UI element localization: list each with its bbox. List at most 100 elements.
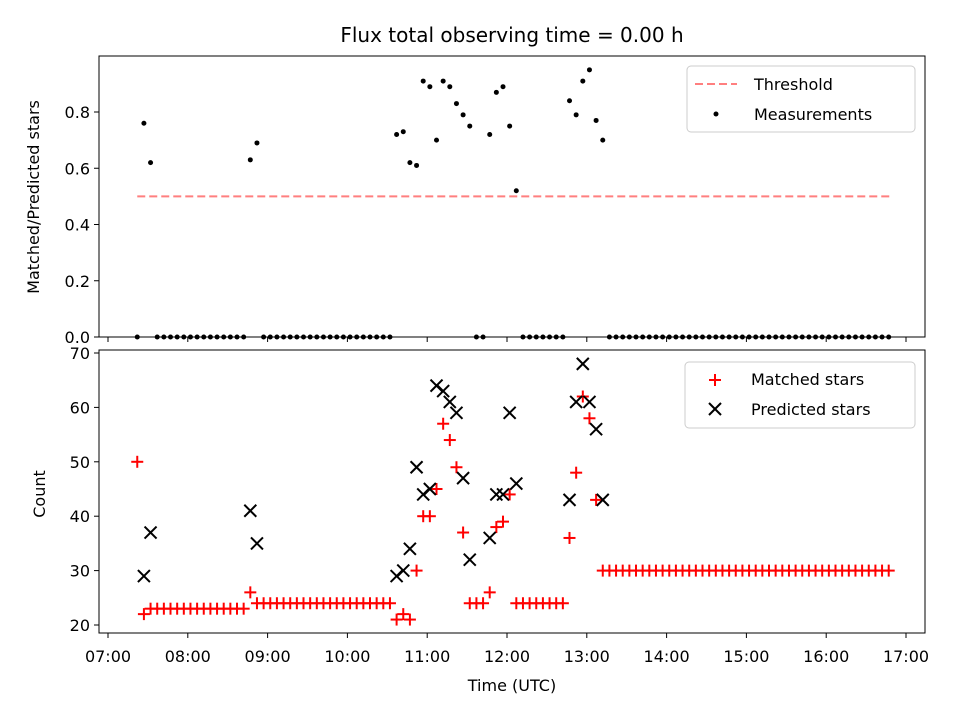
top-y-axis-title: Matched/Predicted stars — [24, 100, 43, 294]
matched-star-point — [423, 510, 436, 523]
matched-star-point — [590, 493, 603, 506]
chart-title: Flux total observing time = 0.00 h — [340, 23, 683, 47]
matched-star-point — [450, 461, 463, 474]
threshold-legend-label: Threshold — [753, 75, 833, 94]
measurement-point — [420, 78, 426, 84]
matched-star-point — [390, 613, 403, 626]
measurement-point — [453, 101, 459, 107]
measurement-point — [467, 123, 473, 129]
counts-panel: Count Time (UTC) 20 30 40 50 60 70 07:00 08:00… — [30, 344, 929, 695]
measurement-point — [414, 162, 420, 168]
measurement-point — [573, 112, 579, 118]
matched-star-point — [570, 466, 583, 479]
predicted-star-point — [562, 493, 577, 507]
matched-star-point — [483, 586, 496, 599]
bottom-y-tick-label: 70 — [70, 344, 90, 363]
matched-star-point — [563, 531, 576, 544]
matched-star-point — [576, 390, 589, 403]
predicted-star-point — [449, 406, 464, 420]
ratio-panel: Flux total observing time = 0.00 h Match… — [24, 23, 926, 347]
x-axis-title: Time (UTC) — [467, 676, 556, 695]
predicted-star-point — [443, 395, 457, 409]
matched-star-point — [497, 515, 510, 528]
predicted-star-point — [403, 542, 417, 556]
predicted-star-point — [576, 357, 590, 371]
predicted-star-point — [463, 553, 477, 567]
bottom-y-tick-label: 20 — [70, 616, 90, 635]
measurement-point — [513, 188, 519, 194]
predicted-star-point — [582, 395, 597, 409]
predicted-star-point — [589, 422, 603, 436]
measurement-point — [407, 160, 413, 166]
x-tick-label: 15:00 — [723, 647, 769, 666]
predicted-star-point — [569, 395, 583, 409]
bottom-y-tick-label: 50 — [70, 453, 90, 472]
x-tick-label: 07:00 — [85, 647, 131, 666]
predicted-star-point — [436, 384, 450, 398]
top-y-tick-label: 0.6 — [65, 159, 90, 178]
top-y-tick-label: 0.4 — [65, 216, 90, 235]
bottom-y-tick-label: 30 — [70, 562, 90, 581]
top-y-tick-label: 0.8 — [65, 103, 90, 122]
x-tick-label: 17:00 — [883, 647, 929, 666]
matched-star-point — [443, 434, 456, 447]
bottom-legend-box — [684, 361, 916, 429]
x-tick-label: 14:00 — [644, 647, 690, 666]
matched-star-point — [397, 608, 410, 621]
predicted-star-point — [396, 563, 410, 578]
bottom-axes-frame — [98, 349, 926, 634]
measurement-point — [247, 157, 253, 163]
measurements-legend-marker — [713, 111, 719, 117]
predicted-legend-label: Predicted stars — [751, 400, 871, 419]
measurement-point — [394, 132, 400, 137]
top-axes-frame — [98, 55, 926, 338]
top-legend-box — [686, 65, 916, 133]
bottom-y-tick-label: 40 — [70, 507, 90, 526]
predicted-star-point — [509, 476, 524, 491]
measurement-point — [141, 120, 147, 126]
matched-star-point — [244, 586, 257, 599]
top-legend: Threshold Measurements — [686, 65, 916, 133]
bottom-legend: Matched stars Predicted stars — [684, 361, 916, 429]
predicted-star-point — [409, 460, 424, 474]
measurement-point — [507, 123, 513, 129]
matched-star-point — [556, 597, 569, 610]
matched-star-point — [503, 488, 516, 501]
matched-legend-label: Matched stars — [751, 370, 864, 389]
x-tick-label: 08:00 — [165, 647, 211, 666]
matched-star-point — [403, 613, 416, 626]
predicted-stars-layer — [137, 357, 610, 583]
predicted-star-point — [596, 493, 610, 507]
x-tick-label: 12:00 — [484, 647, 530, 666]
top-y-tick-label: 0.0 — [65, 328, 90, 347]
predicted-star-point — [496, 487, 510, 502]
x-tick-label: 11:00 — [404, 647, 450, 666]
predicted-star-point — [423, 482, 437, 496]
x-tick-label: 16:00 — [803, 647, 849, 666]
matched-star-point — [437, 417, 450, 430]
measurement-point — [254, 140, 260, 146]
x-tick-label: 10:00 — [324, 647, 370, 666]
matched-star-point — [457, 526, 470, 539]
measurements-legend-label: Measurements — [754, 105, 872, 124]
matched-stars-layer — [131, 390, 895, 626]
measurement-point — [440, 78, 446, 84]
measurement-point — [600, 137, 606, 143]
measurement-point — [567, 98, 573, 104]
matched-legend-marker — [709, 374, 721, 386]
matched-star-point — [490, 521, 503, 534]
matched-star-point — [882, 564, 895, 577]
top-y-tick-label: 0.2 — [65, 272, 90, 291]
matched-star-point — [137, 608, 150, 621]
predicted-legend-marker — [708, 402, 722, 416]
matched-star-point — [430, 483, 443, 495]
matched-star-point — [237, 602, 250, 615]
predicted-star-point — [456, 471, 470, 485]
predicted-star-point — [243, 504, 258, 518]
measurement-point — [148, 160, 154, 166]
measurement-point — [586, 67, 592, 73]
bottom-y-tick-label: 60 — [70, 398, 90, 417]
measurements-layer — [134, 67, 892, 340]
predicted-star-point — [483, 531, 497, 545]
x-tick-label: 13:00 — [564, 647, 610, 666]
